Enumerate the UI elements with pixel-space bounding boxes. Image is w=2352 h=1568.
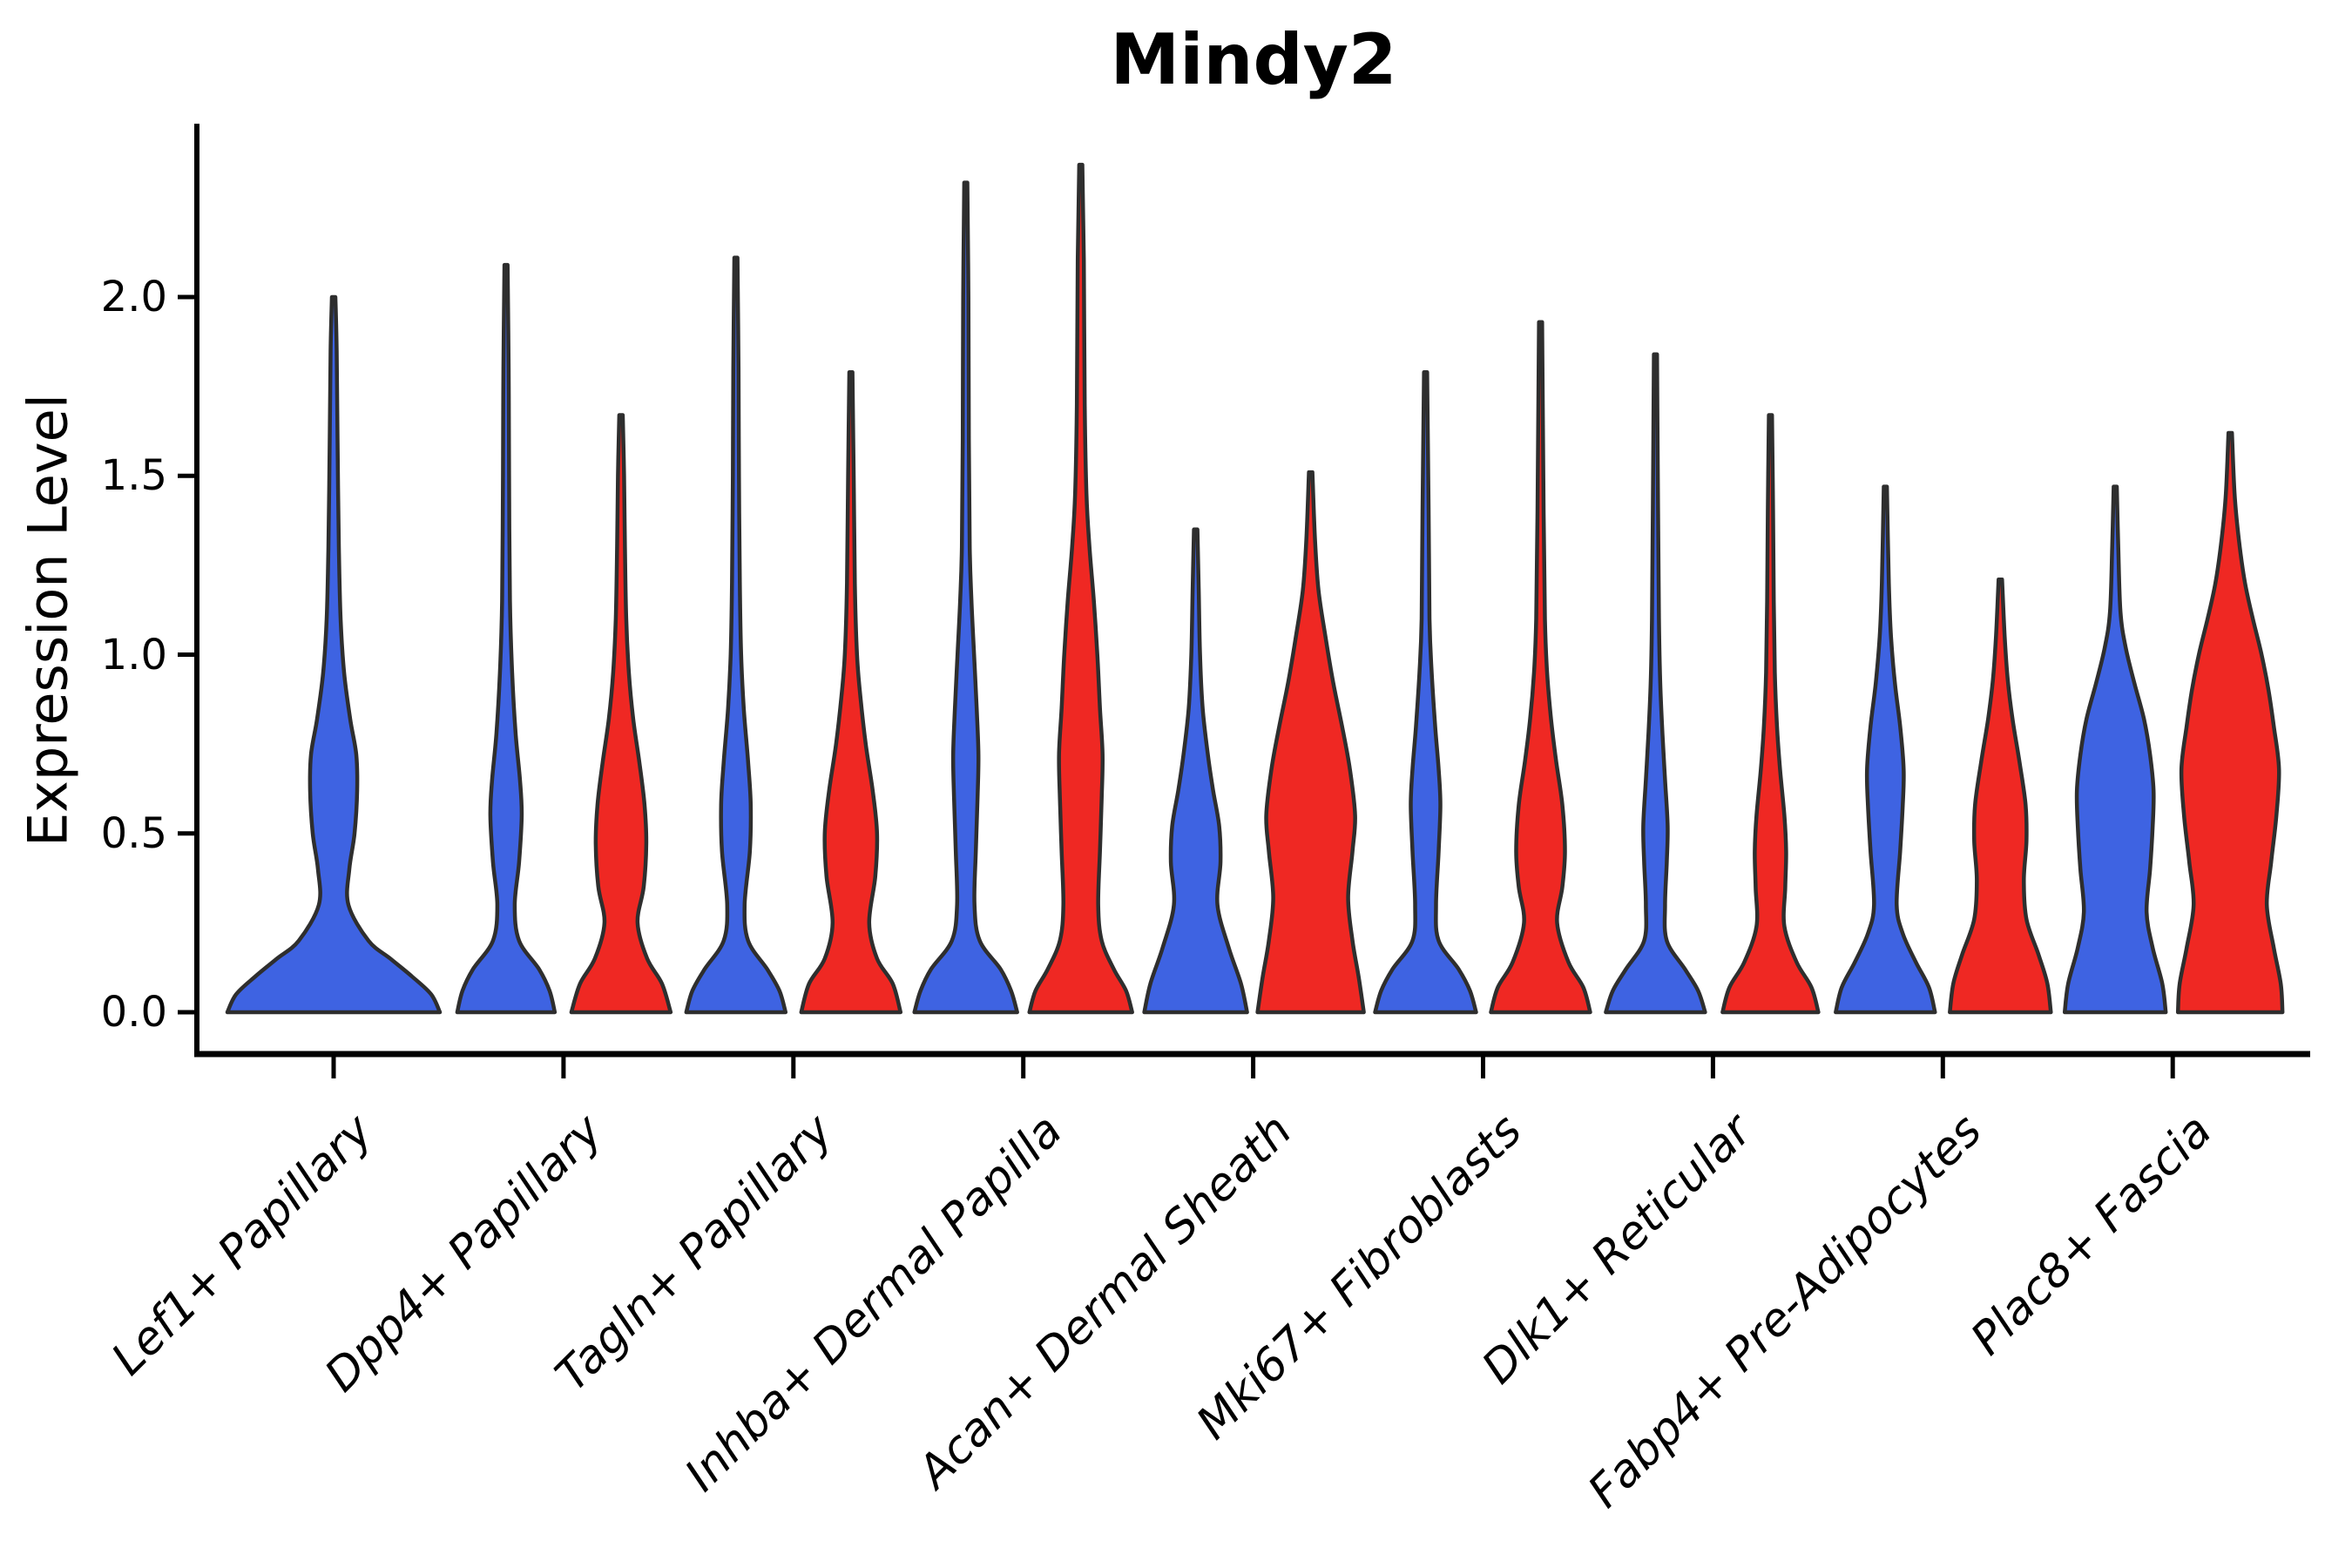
violin-blue-cat7: [1834, 484, 1937, 1015]
chart-title: Mindy2: [1110, 19, 1397, 100]
violin-blue-cat6: [1604, 352, 1707, 1015]
violin-red-cat4: [1255, 470, 1366, 1015]
y-tick-label: 1.5: [100, 451, 167, 501]
violin-blue-cat0: [225, 294, 443, 1015]
violin-blue-cat5: [1373, 369, 1478, 1015]
violin-red-cat7: [1948, 578, 2053, 1015]
violin-blue-cat4: [1142, 527, 1249, 1015]
violin-blue-cat2: [684, 255, 788, 1015]
y-tick-label: 0.0: [100, 988, 167, 1037]
violin-red-cat2: [799, 369, 903, 1015]
violin-red-cat1: [569, 413, 673, 1015]
y-tick-label: 1.0: [100, 630, 167, 679]
violin-blue-cat8: [2062, 484, 2168, 1015]
y-tick-label: 2.0: [100, 273, 167, 321]
violin-red-cat5: [1489, 320, 1592, 1015]
violin-red-cat6: [1720, 413, 1821, 1015]
violin-blue-cat3: [912, 180, 1019, 1015]
violin-red-cat8: [2175, 430, 2285, 1015]
violin-blue-cat1: [455, 262, 558, 1015]
y-tick-label: 0.5: [100, 808, 167, 858]
violin-red-cat3: [1027, 162, 1134, 1015]
